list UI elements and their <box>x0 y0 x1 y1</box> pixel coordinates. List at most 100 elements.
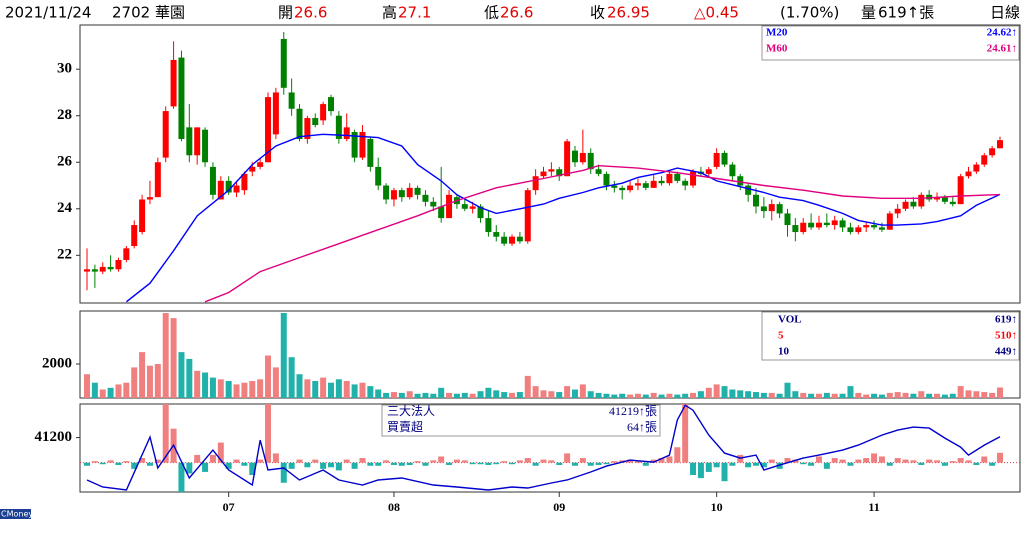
bar <box>579 384 586 398</box>
change-pct: (1.70%) <box>780 4 839 22</box>
bar <box>784 382 791 398</box>
bar <box>446 392 453 398</box>
bar <box>800 392 807 398</box>
price-panel <box>79 24 1021 304</box>
bar <box>375 389 382 398</box>
candle-body <box>666 173 673 184</box>
bar <box>320 377 327 398</box>
candle-body <box>217 180 224 200</box>
bar <box>603 462 610 465</box>
bar <box>540 390 547 398</box>
candle-body <box>532 176 539 191</box>
candle-body <box>571 150 578 163</box>
candle-body <box>516 236 523 242</box>
bar <box>469 393 476 398</box>
bar <box>776 393 783 398</box>
candle-body <box>390 190 397 200</box>
bar <box>823 392 830 398</box>
bar <box>611 461 618 463</box>
bar <box>571 462 578 466</box>
bar <box>855 459 862 463</box>
bar <box>414 461 421 463</box>
bar <box>280 313 287 398</box>
candle-body <box>375 166 382 186</box>
candle-body <box>823 222 830 226</box>
bar <box>139 458 146 463</box>
candle-body <box>540 171 547 177</box>
bar <box>296 374 303 398</box>
bar <box>760 462 767 468</box>
candle-body <box>855 227 862 233</box>
candle-body <box>902 201 909 209</box>
y-tick-label: 24 <box>57 200 73 216</box>
bar <box>272 453 279 463</box>
bar <box>406 391 413 398</box>
ma-legend-box <box>761 25 1020 61</box>
bar <box>327 382 334 398</box>
bar <box>139 352 146 398</box>
candle-body <box>713 152 720 167</box>
candle-body <box>721 152 728 165</box>
bar <box>265 404 272 463</box>
candle-body <box>690 171 697 186</box>
bar <box>571 389 578 398</box>
candle-body <box>296 108 303 139</box>
candle-body <box>477 206 484 219</box>
candle-body <box>509 236 516 244</box>
bar <box>146 365 153 398</box>
candle-body <box>595 169 602 174</box>
stock: 2702 華園 <box>112 4 185 22</box>
bar <box>296 459 303 463</box>
bar <box>501 392 508 398</box>
candle-body <box>650 180 657 188</box>
candle-body <box>949 201 956 205</box>
bar <box>902 392 909 398</box>
candle-body <box>839 220 846 228</box>
x-tick-label: 11 <box>868 500 879 514</box>
bar <box>453 459 460 463</box>
bar <box>422 462 429 466</box>
bar <box>107 460 114 463</box>
bar <box>595 392 602 398</box>
bar <box>768 459 775 463</box>
bar <box>509 392 516 398</box>
candle-body <box>579 152 586 163</box>
bar <box>847 386 854 398</box>
bar <box>957 458 964 463</box>
bar <box>351 384 358 398</box>
candle-body <box>981 155 988 165</box>
bar <box>863 394 870 398</box>
bar <box>997 452 1003 463</box>
bar <box>477 391 484 398</box>
bar <box>469 462 476 465</box>
candle-body <box>398 190 405 198</box>
bar <box>99 389 106 398</box>
bar <box>532 386 539 398</box>
bar <box>800 462 807 465</box>
bar <box>422 392 429 398</box>
volume-label: 量 <box>861 4 876 22</box>
candle-body <box>202 129 209 163</box>
legend-value: 449↑ <box>995 346 1017 358</box>
bar <box>989 462 996 466</box>
bar <box>619 393 626 398</box>
bar <box>918 391 925 398</box>
bar <box>178 462 185 492</box>
bar <box>123 461 130 463</box>
bar <box>815 456 822 463</box>
legend-value: 24.61↑ <box>987 43 1017 55</box>
bar <box>697 391 704 398</box>
change: △0.45 <box>694 4 739 22</box>
bar <box>690 462 697 476</box>
bar <box>257 459 264 463</box>
candle-body <box>768 204 775 212</box>
bar <box>91 461 98 463</box>
candle-body <box>194 127 201 156</box>
bar <box>524 458 531 463</box>
bar <box>603 393 610 398</box>
candle-body <box>564 141 571 177</box>
bar <box>170 318 177 398</box>
bar <box>650 459 657 463</box>
candle-body <box>272 92 279 135</box>
candle-body <box>233 185 240 193</box>
